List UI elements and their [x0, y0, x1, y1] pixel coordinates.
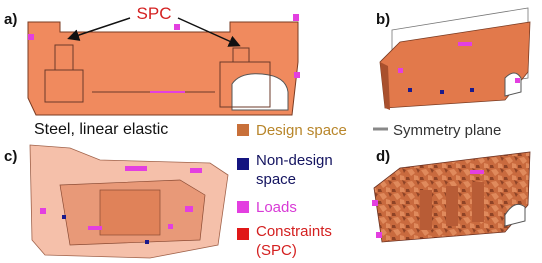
legend-line: Constraints [256, 223, 332, 240]
panel-c: c) [4, 145, 228, 258]
panel-label: d) [376, 148, 390, 165]
legend-label: Loads [256, 199, 297, 216]
legend-line: Non-design [256, 152, 333, 169]
panel-label: b) [376, 11, 390, 28]
panel-a: SPC a) Steel, linear elastic [4, 4, 300, 138]
spc-annotation: SPC [137, 4, 172, 23]
material-label: Steel, linear elastic [34, 121, 168, 138]
legend-line: (SPC) [256, 242, 297, 259]
legend-line: space [256, 171, 296, 188]
panel-d: d) [372, 148, 530, 242]
legend-label: Constraints (SPC) [256, 223, 336, 259]
panel-b: b) [376, 8, 530, 110]
panel-label: a) [4, 11, 17, 28]
legend-label: Non-design space [256, 152, 337, 188]
legend-label: Design space [256, 122, 347, 139]
symmetry-plane-label: Symmetry plane [393, 122, 501, 139]
figure: SPC a) Steel, linear elastic b) Design s… [0, 0, 542, 263]
panel-label: c) [4, 148, 17, 165]
